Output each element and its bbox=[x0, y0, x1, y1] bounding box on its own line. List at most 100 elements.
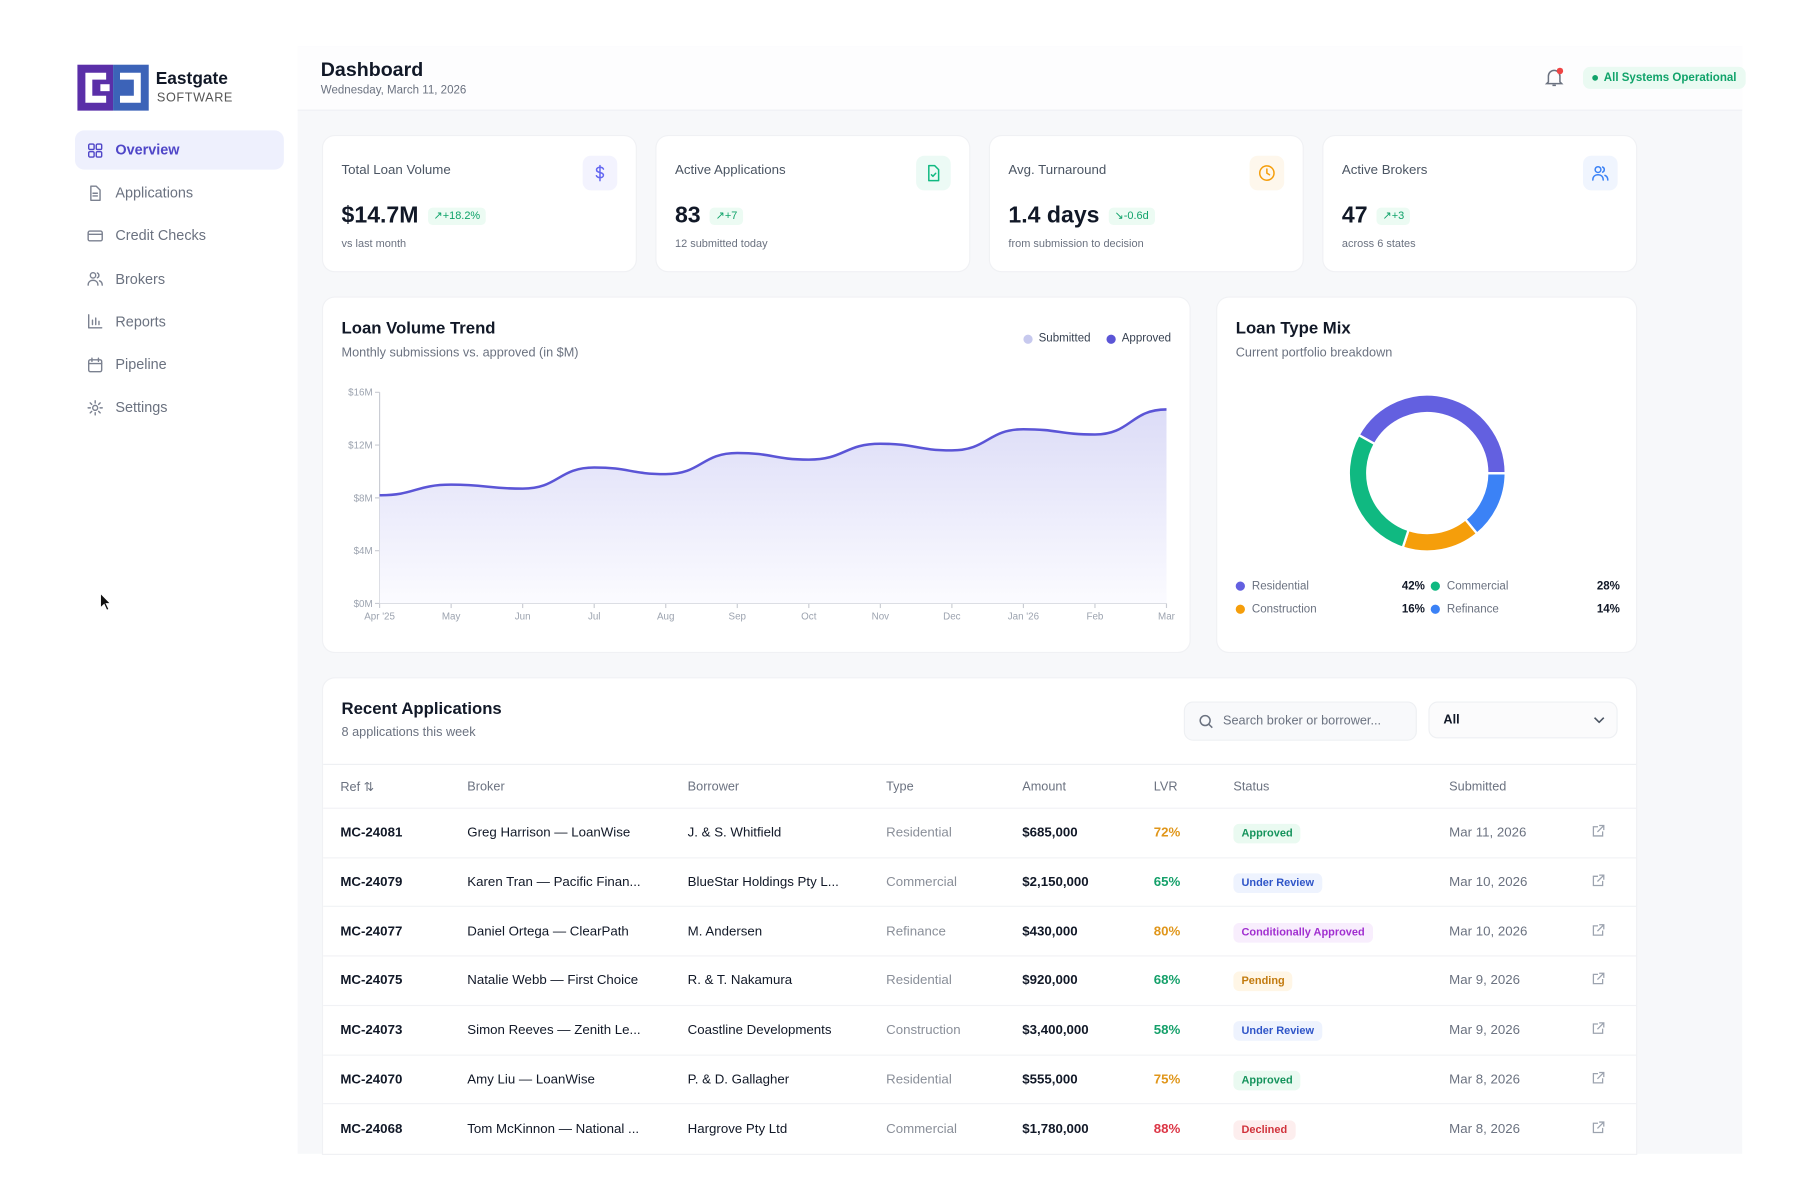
credit-card-icon bbox=[87, 230, 103, 242]
x-tick-label: Feb bbox=[1087, 612, 1104, 623]
page-date: Wednesday, March 11, 2026 bbox=[320, 84, 467, 97]
kpi-value-text: $14.7M bbox=[341, 203, 419, 229]
sidebar-item-settings[interactable]: Settings bbox=[75, 388, 284, 427]
file-check-icon bbox=[928, 164, 940, 182]
users-icon bbox=[1592, 165, 1609, 181]
sidebar-item-label: Credit Checks bbox=[115, 227, 206, 244]
kpi-icon-box bbox=[1249, 155, 1285, 191]
kpi-value: 83 ↗+7 bbox=[675, 203, 744, 230]
open-external-icon[interactable] bbox=[1591, 1120, 1605, 1137]
column-header-ref[interactable]: Ref ⇅ bbox=[340, 780, 375, 795]
mix-legend-row: Construction 16% Refinance 14% bbox=[1235, 598, 1620, 621]
amount-cell: $430,000 bbox=[1022, 925, 1078, 939]
status-badge: Approved bbox=[1233, 824, 1301, 844]
kpi-icon-box bbox=[582, 155, 618, 191]
table-row[interactable]: MC-24077 Daniel Ortega — ClearPath M. Ande… bbox=[323, 906, 1637, 956]
legend-swatch bbox=[1430, 581, 1440, 591]
open-external-icon[interactable] bbox=[1591, 923, 1605, 940]
search-input[interactable]: Search broker or borrower... bbox=[1183, 701, 1417, 741]
document-icon bbox=[90, 185, 101, 201]
broker-cell: Simon Reeves — Zenith Le... bbox=[467, 1023, 641, 1038]
x-tick-label: Aug bbox=[657, 612, 674, 623]
trend-legend: Submitted Approved bbox=[1023, 332, 1171, 345]
y-tick-label: $8M bbox=[354, 493, 373, 504]
table-row[interactable]: MC-24075 Natalie Webb — First Choice R. & … bbox=[323, 955, 1637, 1005]
header-bar bbox=[297, 46, 1743, 111]
sidebar-item-credit-checks[interactable]: Credit Checks bbox=[75, 216, 284, 255]
open-external-icon[interactable] bbox=[1591, 973, 1605, 990]
eastgate-logo bbox=[77, 64, 149, 111]
open-external-icon[interactable] bbox=[1591, 874, 1605, 891]
ref-cell: MC-24073 bbox=[340, 1023, 403, 1038]
borrower-cell: BlueStar Holdings Pty L... bbox=[687, 875, 839, 890]
column-header-lvr: LVR bbox=[1153, 779, 1178, 794]
status-cell: Approved bbox=[1233, 1070, 1301, 1091]
open-external-icon[interactable] bbox=[1591, 825, 1605, 842]
x-tick-label: Nov bbox=[872, 612, 890, 623]
ref-cell: MC-24075 bbox=[340, 974, 403, 989]
broker-cell: Tom McKinnon — National ... bbox=[467, 1122, 640, 1136]
trend-down-icon: ↘ bbox=[1114, 209, 1124, 223]
kpi-subtext: vs last month bbox=[341, 237, 407, 251]
type-cell: Residential bbox=[886, 826, 952, 841]
borrower-cell: Coastline Developments bbox=[687, 1023, 832, 1038]
lvr-cell: 80% bbox=[1153, 925, 1181, 939]
sidebar-item-reports[interactable]: Reports bbox=[75, 302, 284, 341]
amount-cell: $920,000 bbox=[1022, 974, 1078, 989]
sidebar-item-applications[interactable]: Applications bbox=[75, 173, 284, 212]
kpi-delta-text: +7 bbox=[724, 209, 738, 223]
legend-submitted[interactable]: Submitted bbox=[1023, 332, 1091, 345]
status-cell: Under Review bbox=[1233, 873, 1323, 894]
status-badge: Pending bbox=[1233, 972, 1293, 992]
brand-name: Eastgate bbox=[155, 69, 228, 89]
chevron-down-icon bbox=[1593, 717, 1605, 724]
gear-icon bbox=[87, 399, 103, 416]
status-filter-select[interactable]: All bbox=[1428, 701, 1618, 739]
mix-legend: Residential 42% Commercial 28% Construction 1… bbox=[1235, 575, 1620, 621]
trend-up-icon: ↗ bbox=[433, 209, 443, 223]
kpi-value-text: 47 bbox=[1341, 203, 1368, 229]
ref-cell: MC-24068 bbox=[340, 1122, 403, 1136]
submitted-cell: Mar 9, 2026 bbox=[1449, 974, 1520, 989]
status-badge: Declined bbox=[1233, 1119, 1296, 1140]
table-row[interactable]: MC-24081 Greg Harrison — LoanWise J. & S. … bbox=[323, 807, 1637, 858]
x-tick-label: Jan '26 bbox=[1008, 612, 1040, 623]
grid-icon bbox=[87, 142, 103, 158]
kpi-delta-text: +18.2% bbox=[442, 209, 481, 223]
broker-cell: Natalie Webb — First Choice bbox=[467, 974, 639, 989]
status-cell: Declined bbox=[1233, 1119, 1296, 1140]
approved-line bbox=[379, 408, 1167, 497]
sidebar-item-brokers[interactable]: Brokers bbox=[75, 259, 284, 298]
open-external-icon[interactable] bbox=[1591, 1071, 1605, 1088]
sidebar-item-pipeline[interactable]: Pipeline bbox=[75, 345, 284, 384]
submitted-cell: Mar 10, 2026 bbox=[1449, 875, 1528, 890]
x-tick-label: Oct bbox=[801, 612, 817, 623]
donut-slice-construction bbox=[1401, 517, 1479, 553]
table-row[interactable]: MC-24070 Amy Liu — LoanWise P. & D. Gallag… bbox=[323, 1053, 1637, 1104]
loan-volume-trend-card: Loan Volume Trend Monthly submissions vs… bbox=[323, 297, 1190, 652]
table-row[interactable]: MC-24079 Karen Tran — Pacific Finan... Blu… bbox=[323, 856, 1637, 907]
legend-approved[interactable]: Approved bbox=[1106, 332, 1171, 345]
kpi-subtext: from submission to decision bbox=[1008, 237, 1144, 251]
status-badge: Under Review bbox=[1233, 873, 1323, 894]
type-cell: Residential bbox=[886, 974, 952, 989]
amount-cell: $555,000 bbox=[1022, 1072, 1078, 1087]
notification-bell-icon[interactable] bbox=[1544, 67, 1565, 88]
sidebar-item-label: Applications bbox=[115, 184, 194, 201]
status-badge: Conditionally Approved bbox=[1233, 922, 1373, 943]
y-tick-label: $12M bbox=[348, 441, 373, 452]
table-row[interactable]: MC-24073 Simon Reeves — Zenith Le... Coast… bbox=[323, 1004, 1637, 1055]
kpi-label: Active Brokers bbox=[1341, 163, 1428, 178]
sidebar-item-overview[interactable]: Overview bbox=[74, 130, 284, 170]
submitted-cell: Mar 11, 2026 bbox=[1449, 826, 1527, 841]
broker-cell: Amy Liu — LoanWise bbox=[467, 1072, 595, 1087]
table-row[interactable]: MC-24068 Tom McKinnon — National ... Hargr… bbox=[323, 1103, 1637, 1153]
sidebar-item-label: Settings bbox=[115, 399, 168, 416]
kpi-icon-box bbox=[1583, 155, 1618, 191]
open-external-icon[interactable] bbox=[1591, 1022, 1605, 1039]
status-cell: Pending bbox=[1233, 972, 1293, 992]
legend-value: 14% bbox=[1596, 602, 1620, 616]
y-tick-label: $16M bbox=[348, 388, 373, 399]
legend-label: Commercial bbox=[1446, 579, 1509, 593]
lvr-cell: 72% bbox=[1153, 826, 1181, 841]
